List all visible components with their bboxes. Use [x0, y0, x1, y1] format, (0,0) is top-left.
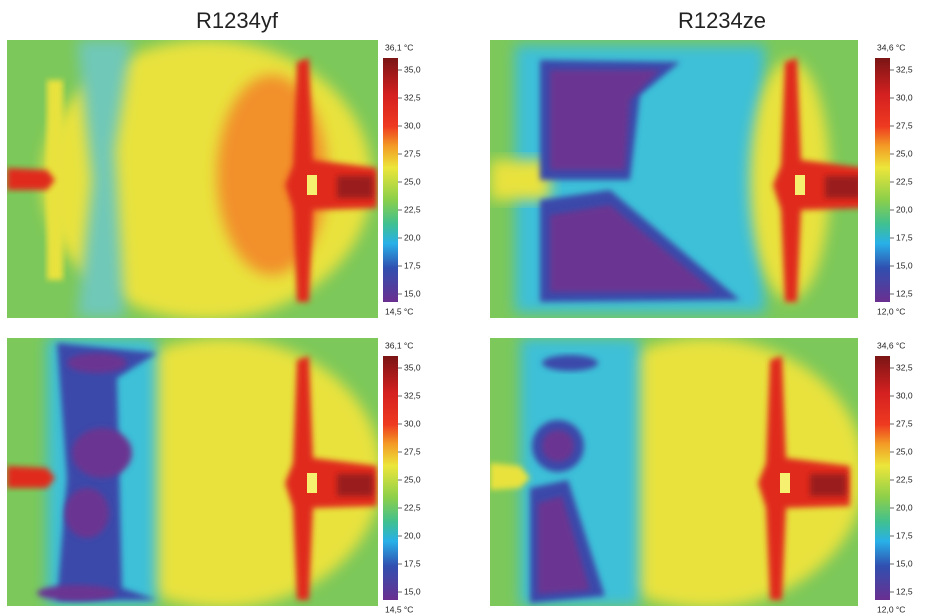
thermal-region [542, 430, 574, 462]
colorbar-tick-label: 32,5 [404, 390, 421, 400]
thermal-image [7, 40, 378, 320]
colorbar-tick-label: 22,5 [896, 176, 913, 186]
colorbar-tick-label: 17,5 [404, 558, 421, 568]
colorbar-max-label: 34,6 °C [877, 42, 905, 52]
colorbar-tick-label: 22,5 [896, 474, 913, 484]
colorbar-tick-label: 17,5 [896, 232, 913, 242]
colorbar-max-label: 36,1 °C [385, 340, 413, 350]
thermal-image [490, 338, 865, 608]
thermal-image [7, 338, 382, 608]
colorbar-tick-label: 25,0 [404, 474, 421, 484]
colorbar-tick-label: 15,0 [896, 558, 913, 568]
colorbar-tick-label: 25,0 [404, 176, 421, 186]
colorbar-tick-label: 22,5 [404, 204, 421, 214]
colorbar-tick-label: 17,5 [896, 530, 913, 540]
colorbar-tick-label: 12,5 [896, 586, 913, 596]
colorbar-tick-label: 15,0 [896, 260, 913, 270]
colorbar-tick-label: 20,0 [896, 502, 913, 512]
panel-title: R1234ze [678, 8, 766, 33]
colorbar [383, 58, 398, 302]
thermal-image [490, 40, 865, 318]
thermal-region [72, 428, 132, 478]
colorbar [875, 356, 890, 600]
colorbar-min-label: 14,5 °C [385, 306, 413, 316]
colorbar-tick-label: 35,0 [404, 64, 421, 74]
thermal-region [810, 474, 846, 496]
thermal-region [37, 585, 117, 601]
thermal-region [307, 175, 317, 195]
colorbar-tick-label: 35,0 [404, 362, 421, 372]
thermal-region [65, 488, 109, 538]
colorbar-max-label: 36,1 °C [385, 42, 413, 52]
colorbar-tick-label: 17,5 [404, 260, 421, 270]
thermal-region [780, 473, 790, 493]
thermal-region [337, 176, 373, 198]
colorbar-max-label: 34,6 °C [877, 340, 905, 350]
colorbar-min-label: 12,0 °C [877, 306, 905, 316]
colorbar-tick-label: 15,0 [404, 288, 421, 298]
colorbar-tick-label: 22,5 [404, 502, 421, 512]
colorbar-tick-label: 27,5 [896, 120, 913, 130]
colorbar-tick-label: 25,0 [896, 148, 913, 158]
colorbar [383, 356, 398, 600]
thermal-region [825, 176, 861, 198]
colorbar [875, 58, 890, 302]
panel-title: R1234yf [196, 8, 279, 33]
colorbar-tick-label: 32,5 [896, 362, 913, 372]
colorbar-tick-label: 30,0 [896, 390, 913, 400]
thermal-region [7, 466, 55, 488]
thermal-region [7, 168, 55, 190]
colorbar-min-label: 12,0 °C [877, 604, 905, 614]
colorbar-tick-label: 27,5 [896, 418, 913, 428]
colorbar-tick-label: 25,0 [896, 446, 913, 456]
thermal-region [67, 353, 127, 373]
colorbar-tick-label: 20,0 [404, 530, 421, 540]
colorbar-tick-label: 27,5 [404, 446, 421, 456]
colorbar-tick-label: 12,5 [896, 288, 913, 298]
colorbar-tick-label: 30,0 [404, 418, 421, 428]
colorbar-tick-label: 20,0 [404, 232, 421, 242]
colorbar-tick-label: 30,0 [404, 120, 421, 130]
thermal-region [795, 175, 805, 195]
colorbar-tick-label: 32,5 [404, 92, 421, 102]
thermal-region [307, 473, 317, 493]
colorbar-tick-label: 32,5 [896, 64, 913, 74]
thermal-region [542, 355, 598, 371]
colorbar-tick-label: 30,0 [896, 92, 913, 102]
colorbar-min-label: 14,5 °C [385, 604, 413, 614]
figure: R1234yf R1234ze 36,1 °C 14,5 °C 35,0 32,5 30… [0, 0, 931, 616]
thermal-region [337, 474, 373, 496]
colorbar-tick-label: 20,0 [896, 204, 913, 214]
colorbar-tick-label: 15,0 [404, 586, 421, 596]
colorbar-tick-label: 27,5 [404, 148, 421, 158]
